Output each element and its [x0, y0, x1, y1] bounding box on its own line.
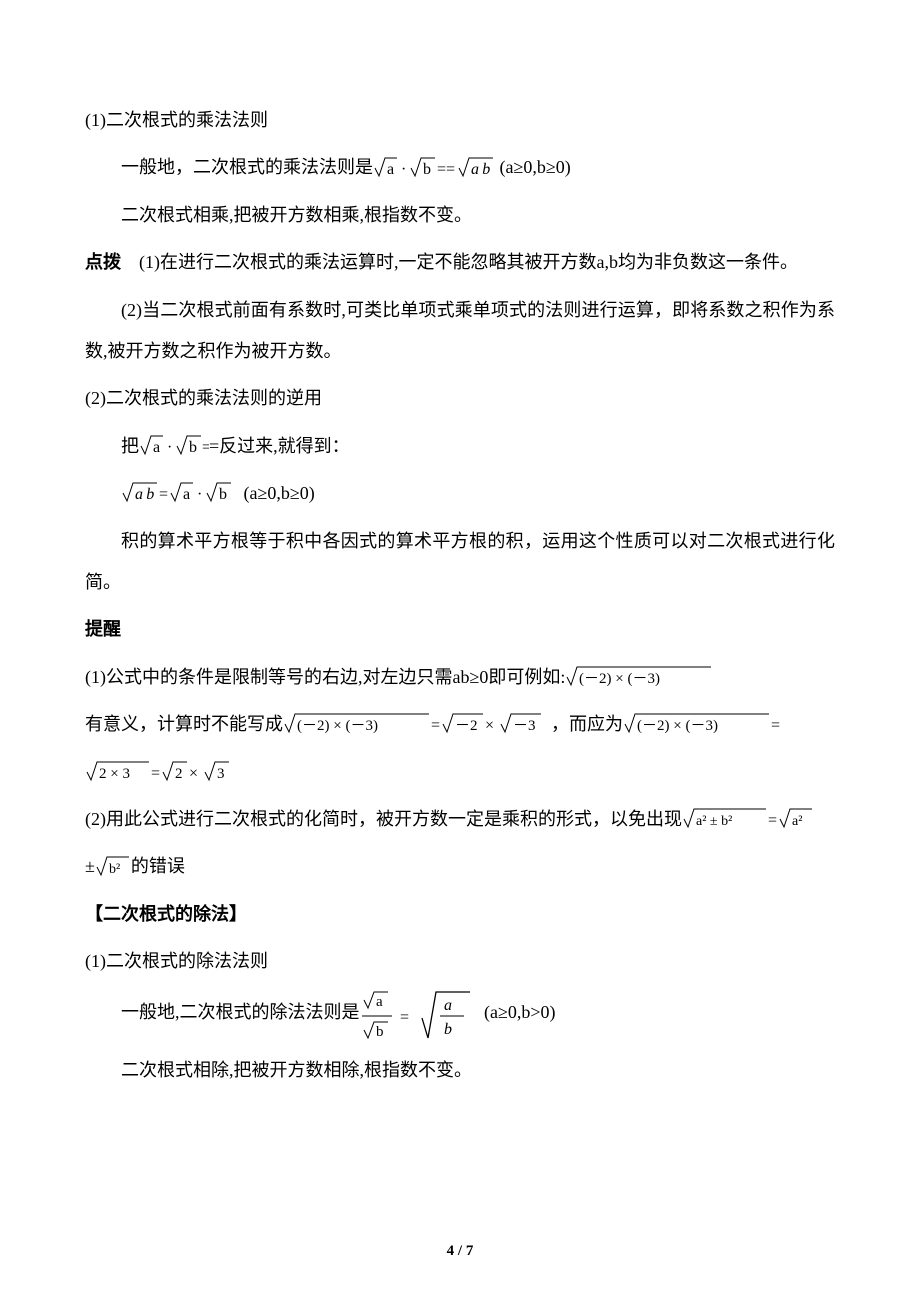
- svg-text:－2: －2: [455, 718, 478, 734]
- p9: 积的算术平方根等于积中各因式的算术平方根的积，运用这个性质可以对二次根式进行化简…: [85, 521, 835, 604]
- d1: (1)二次根式的除法法则: [85, 941, 835, 982]
- svg-text:a: a: [444, 997, 452, 1014]
- svg-text:×: ×: [189, 765, 198, 782]
- p4-text: (1)在进行二次根式的乘法运算时,一定不能忽略其被开方数a,b均为非负数这一条件…: [139, 252, 798, 272]
- svg-text:a: a: [376, 994, 383, 1010]
- p10: 提醒: [85, 609, 835, 650]
- svg-text:2 × 3: 2 × 3: [99, 766, 130, 782]
- h-div: 【二次根式的除法】: [85, 894, 835, 935]
- p12-text: (2)用此公式进行二次根式的化简时，被开方数一定是乘积的形式，以免出现: [85, 809, 682, 829]
- svg-text:b: b: [189, 439, 197, 456]
- svg-text:·: ·: [197, 486, 202, 503]
- svg-text:a: a: [153, 439, 160, 456]
- p11-f1: (－2) × (－3): [565, 667, 713, 687]
- svg-text:=: =: [431, 717, 440, 734]
- p11-line3: 2 × 3 = 2 × 3: [85, 751, 835, 792]
- svg-text:=: =: [771, 717, 780, 734]
- p12-line1: (2)用此公式进行二次根式的化简时，被开方数一定是乘积的形式，以免出现 a² ±…: [85, 799, 835, 840]
- svg-text:b: b: [219, 486, 227, 503]
- p2-formula: a · b == a b: [373, 157, 495, 177]
- svg-text:=: =: [159, 486, 168, 503]
- svg-text:·: ·: [167, 439, 172, 456]
- p12-l2-post: 的错误: [131, 856, 185, 876]
- p4: 点拨 (1)在进行二次根式的乘法运算时,一定不能忽略其被开方数a,b均为非负数这…: [85, 242, 835, 283]
- sec1-title: (1)二次根式的乘法法则: [85, 100, 835, 141]
- svg-text:a b: a b: [135, 486, 154, 503]
- p2: 一般地，二次根式的乘法法则是 a · b == a b (a≥0,b≥0): [85, 147, 835, 188]
- d2: 一般地,二次根式的除法法则是 a b = a b (a≥0,b>0): [85, 988, 835, 1044]
- p11-line3-formula: 2 × 3 = 2 × 3: [85, 761, 253, 781]
- svg-text:=: =: [202, 439, 209, 456]
- p11-text3: ，而应为: [551, 714, 623, 734]
- p7-pre: 把: [121, 436, 139, 456]
- p3: 二次根式相乘,把被开方数相乘,根指数不变。: [85, 195, 835, 236]
- svg-text:×: ×: [485, 717, 494, 734]
- p5: (2)当二次根式前面有系数时,可类比单项式乘单项式的法则进行运算，即将系数之积作…: [85, 290, 835, 373]
- p8: a b = a · b (a≥0,b≥0): [85, 473, 835, 514]
- svg-text:==: ==: [437, 161, 455, 178]
- p11-line1: (1)公式中的条件是限制等号的右边,对左边只需ab≥0即可例如: (－2) × …: [85, 657, 835, 698]
- p11-f2: (－2) × (－3) = －2 × －3: [283, 714, 551, 734]
- d2-cond: (a≥0,b>0): [480, 1002, 556, 1022]
- d3: 二次根式相除,把被开方数相除,根指数不变。: [85, 1050, 835, 1091]
- svg-text:3: 3: [217, 766, 225, 782]
- p7-post: =反过来,就得到：: [209, 436, 350, 456]
- p12-f1: a² ± b² = a²: [682, 809, 818, 829]
- d2-pre: 一般地,二次根式的除法法则是: [121, 1002, 360, 1022]
- p11-line2: 有意义，计算时不能写成 (－2) × (－3) = －2 × －3 ，而应为 (…: [85, 704, 835, 745]
- svg-text:(－2) × (－3): (－2) × (－3): [637, 718, 718, 734]
- p11-text: (1)公式中的条件是限制等号的右边,对左边只需ab≥0即可例如:: [85, 667, 565, 687]
- p4-label: 点拨: [85, 252, 121, 272]
- svg-text:b: b: [444, 1021, 452, 1038]
- p7: 把 a · b = =反过来,就得到：: [85, 426, 835, 467]
- svg-text:a b: a b: [471, 161, 490, 178]
- svg-text:·: ·: [401, 161, 406, 178]
- p11-text2: 有意义，计算时不能写成: [85, 714, 283, 734]
- p8-cond: (a≥0,b≥0): [239, 483, 315, 503]
- p12-l2-pre: ±: [85, 856, 95, 876]
- svg-text:(－2) × (－3): (－2) × (－3): [297, 718, 378, 734]
- d2-formula: a b = a b: [360, 1002, 480, 1022]
- svg-text:a: a: [183, 486, 190, 503]
- p7-formula: a · b =: [139, 436, 209, 456]
- svg-text:－3: －3: [513, 718, 536, 734]
- svg-text:b: b: [423, 161, 431, 178]
- svg-text:a² ± b²: a² ± b²: [696, 814, 732, 829]
- p12-f2: b²: [95, 856, 131, 876]
- svg-text:=: =: [400, 1009, 409, 1026]
- svg-text:a: a: [387, 161, 394, 178]
- page: (1)二次根式的乘法法则 一般地，二次根式的乘法法则是 a · b == a b…: [0, 0, 920, 1302]
- p11-f3: (－2) × (－3) =: [623, 714, 783, 734]
- svg-text:2: 2: [175, 766, 183, 782]
- svg-text:b: b: [376, 1024, 384, 1040]
- svg-text:a²: a²: [792, 814, 802, 829]
- p2-cond: (a≥0,b≥0): [495, 157, 571, 177]
- svg-text:(－2) × (－3): (－2) × (－3): [579, 671, 660, 687]
- svg-text:b²: b²: [109, 862, 120, 877]
- p2-pre: 一般地，二次根式的乘法法则是: [121, 157, 373, 177]
- p6: (2)二次根式的乘法法则的逆用: [85, 378, 835, 419]
- p12-line2: ± b² 的错误: [85, 846, 835, 887]
- p8-formula: a b = a · b: [121, 483, 239, 503]
- svg-text:=: =: [768, 812, 777, 829]
- svg-text:=: =: [151, 765, 160, 782]
- page-number: 4 / 7: [0, 1243, 920, 1260]
